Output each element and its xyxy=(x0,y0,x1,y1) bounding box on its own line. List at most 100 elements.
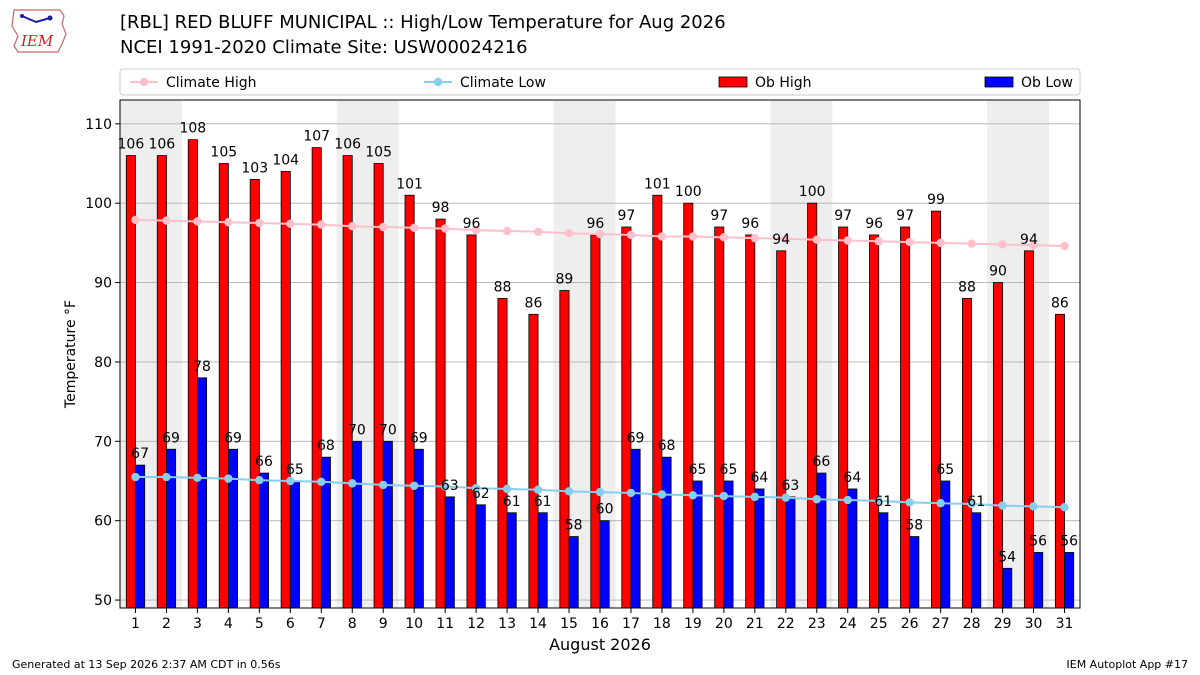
ob-high-value: 89 xyxy=(556,272,574,288)
ob-high-value: 96 xyxy=(463,216,481,232)
ob-low-bar xyxy=(599,520,610,609)
legend-label: Climate High xyxy=(166,75,257,91)
climate-high-point xyxy=(874,237,883,246)
ob-high-value: 90 xyxy=(989,264,1007,280)
ob-low-bar xyxy=(537,512,548,609)
climate-low-point xyxy=(998,501,1007,510)
ob-high-value: 105 xyxy=(365,145,392,161)
ob-low-bar xyxy=(166,448,177,609)
climate-low-point xyxy=(286,476,295,486)
ob-low-value: 56 xyxy=(1060,533,1078,549)
climate-high-point xyxy=(688,232,698,241)
ob-high-bar xyxy=(962,298,973,609)
ob-low-value: 61 xyxy=(967,494,985,510)
climate-high-point xyxy=(905,237,914,247)
ob-high-value: 86 xyxy=(1051,295,1069,311)
climate-high-point xyxy=(286,219,295,229)
legend-box xyxy=(119,68,1081,96)
climate-high-point xyxy=(936,238,945,248)
climate-high-point xyxy=(781,234,791,244)
ob-high-value: 103 xyxy=(241,160,268,176)
ob-low-value: 67 xyxy=(131,446,149,462)
ob-low-value: 56 xyxy=(1029,533,1047,549)
ob-low-value: 64 xyxy=(751,470,769,486)
climate-low-point xyxy=(193,473,202,483)
ob-high-bar xyxy=(218,163,229,609)
ob-low-value: 70 xyxy=(379,422,397,438)
climate-high-point xyxy=(502,226,512,236)
climate-high-point xyxy=(471,225,481,235)
x-tick-label: 21 xyxy=(746,616,764,632)
ob-high-bar xyxy=(652,194,663,609)
ob-high-value: 106 xyxy=(148,137,175,153)
climate-high-point xyxy=(626,230,636,240)
ob-high-bar xyxy=(683,202,694,609)
x-axis-label: August 2026 xyxy=(549,635,651,654)
x-tick-label: 31 xyxy=(1056,616,1074,632)
ob-high-value: 101 xyxy=(396,176,423,192)
climate-high-point xyxy=(224,218,233,227)
x-tick-label: 26 xyxy=(901,616,919,632)
ob-low-value: 61 xyxy=(534,494,552,510)
x-tick-label: 13 xyxy=(498,616,516,632)
ob-low-value: 69 xyxy=(224,430,242,446)
ob-high-bar xyxy=(311,147,322,609)
climate-low-point xyxy=(1029,502,1038,511)
climate-low-point xyxy=(440,482,450,491)
ob-high-bar xyxy=(714,226,725,609)
climate-high-point xyxy=(379,222,388,232)
ob-high-bar xyxy=(838,226,849,609)
climate-lines xyxy=(131,215,1069,512)
climate-low-point xyxy=(874,496,883,506)
climate-high-point xyxy=(162,216,171,225)
climate-high-point xyxy=(440,224,450,233)
bar-value-labels: 106 67 106 69 108 78 105 69 103 66 104 65 107 68 106 70… xyxy=(118,121,1079,566)
ob-low-bar xyxy=(227,448,238,609)
ob-high-value: 97 xyxy=(617,208,635,224)
x-tick-label: 23 xyxy=(808,616,826,632)
ob-low-bar xyxy=(661,456,672,609)
ob-high-bar xyxy=(1023,250,1034,609)
ob-low-value: 64 xyxy=(843,470,861,486)
weather-vane xyxy=(21,15,51,24)
ob-low-bar xyxy=(289,480,300,609)
ob-low-value: 58 xyxy=(905,518,923,534)
legend-marker xyxy=(139,77,149,87)
legend-swatch xyxy=(984,76,1014,88)
x-tick-label: 5 xyxy=(255,616,264,632)
ob-low-bar xyxy=(1033,552,1044,609)
ob-high-bar xyxy=(621,226,632,609)
ob-low-bar xyxy=(1002,567,1013,609)
climate-low-point xyxy=(688,491,698,500)
ob-high-bar xyxy=(249,178,260,609)
ob-low-value: 60 xyxy=(596,502,614,518)
x-tick-label: 3 xyxy=(193,616,202,632)
x-tick-label: 1 xyxy=(131,616,140,632)
x-tick-label: 18 xyxy=(653,616,671,632)
y-tick-label: 100 xyxy=(85,196,112,212)
climate-low-point xyxy=(967,499,976,509)
ob-high-bar xyxy=(807,202,818,609)
climate-low-point xyxy=(533,485,543,494)
ob-low-bar xyxy=(413,448,424,609)
x-tick-label: 28 xyxy=(963,616,981,632)
x-tick-label: 30 xyxy=(1025,616,1043,632)
ob-high-value: 97 xyxy=(896,208,914,224)
ob-low-bar xyxy=(568,536,579,609)
ob-high-value: 105 xyxy=(210,145,237,161)
climate-low-point xyxy=(564,487,574,496)
ob-high-value: 96 xyxy=(586,216,604,232)
bars xyxy=(125,139,1075,609)
x-tick-label: 22 xyxy=(777,616,795,632)
ob-high-value: 108 xyxy=(179,121,206,137)
climate-high-point xyxy=(998,240,1007,249)
ob-low-value: 69 xyxy=(162,430,180,446)
climate-low-point xyxy=(348,479,357,488)
climate-high-point xyxy=(348,222,357,231)
ob-low-bar xyxy=(135,464,146,609)
ob-high-bar xyxy=(900,226,911,609)
ob-high-bar xyxy=(497,298,508,609)
climate-low-point xyxy=(843,495,852,505)
ob-low-bar xyxy=(847,488,858,609)
